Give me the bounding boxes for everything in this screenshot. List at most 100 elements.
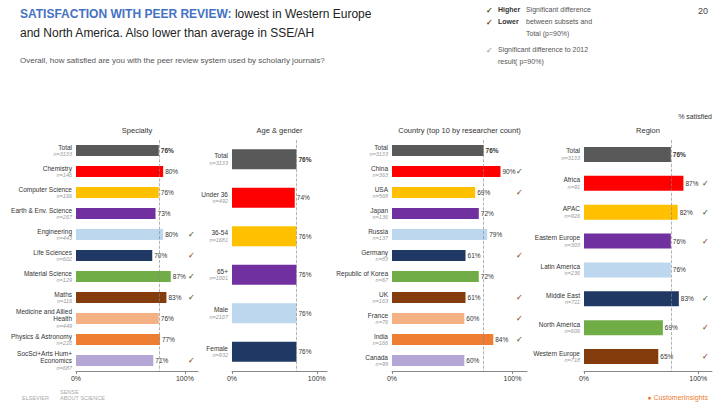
svg-text:n=363: n=363 <box>373 172 389 178</box>
svg-text:n=146: n=146 <box>57 172 73 178</box>
svg-text:✓: ✓ <box>516 314 523 323</box>
svg-text:76%: 76% <box>673 266 686 273</box>
svg-text:SATISFACTION WITH PEER REVIEW:: SATISFACTION WITH PEER REVIEW: <box>20 7 232 21</box>
svg-text:lowest in Western Europe: lowest in Western Europe <box>232 7 372 21</box>
svg-text:Female: Female <box>206 345 228 352</box>
svg-text:Canada: Canada <box>365 354 388 361</box>
svg-text:✓: ✓ <box>486 6 493 15</box>
svg-text:✓: ✓ <box>188 230 195 239</box>
svg-text:APAC: APAC <box>563 205 581 212</box>
svg-text:Lower: Lower <box>498 18 519 25</box>
svg-text:83%: 83% <box>681 295 694 302</box>
svg-text:83%: 83% <box>168 294 181 301</box>
svg-text:USA: USA <box>375 186 389 193</box>
svg-text:n=83: n=83 <box>376 256 389 262</box>
svg-text:n=492: n=492 <box>213 198 228 204</box>
svg-text:Economics: Economics <box>40 357 73 364</box>
svg-text:n=166: n=166 <box>373 340 389 346</box>
svg-text:n=91: n=91 <box>568 184 580 190</box>
svg-text:UK: UK <box>379 291 389 298</box>
svg-text:100%: 100% <box>308 375 326 382</box>
svg-text:North America: North America <box>539 321 581 328</box>
svg-text:0%: 0% <box>227 375 237 382</box>
svg-text:Health: Health <box>53 315 72 322</box>
svg-text:76%: 76% <box>486 147 499 154</box>
svg-text:60%: 60% <box>466 315 479 322</box>
svg-text:Total: Total <box>214 152 228 159</box>
svg-text:n=443: n=443 <box>57 235 73 241</box>
svg-text:76%: 76% <box>298 310 311 317</box>
svg-text:n=3133: n=3133 <box>53 151 72 157</box>
svg-text:n=163: n=163 <box>373 298 389 304</box>
svg-text:60%: 60% <box>466 357 479 364</box>
svg-text:Life Sciences: Life Sciences <box>33 249 72 256</box>
svg-text:✓: ✓ <box>702 323 709 332</box>
svg-text:✓: ✓ <box>702 179 709 188</box>
svg-text:Under 36: Under 36 <box>201 191 228 198</box>
svg-text:ELSEVIER: ELSEVIER <box>22 395 49 401</box>
svg-text:SocSci+Arts Hum+: SocSci+Arts Hum+ <box>17 350 72 357</box>
svg-text:n=606: n=606 <box>565 328 581 334</box>
svg-text:✓: ✓ <box>702 294 709 303</box>
svg-text:n=2107: n=2107 <box>209 314 228 320</box>
svg-text:100%: 100% <box>504 375 522 382</box>
svg-text:n=236: n=236 <box>565 270 581 276</box>
svg-text:Latin America: Latin America <box>541 263 581 270</box>
svg-text:✓: ✓ <box>188 356 195 365</box>
svg-text:76%: 76% <box>161 147 174 154</box>
svg-text:n=267: n=267 <box>57 214 73 220</box>
svg-text:82%: 82% <box>680 209 693 216</box>
svg-text:80%: 80% <box>165 231 178 238</box>
svg-text:0%: 0% <box>387 375 397 382</box>
svg-text:100%: 100% <box>176 375 194 382</box>
svg-text:✓: ✓ <box>516 188 523 197</box>
svg-text:n=3133: n=3133 <box>561 155 580 161</box>
svg-text:China: China <box>371 165 388 172</box>
svg-text:n=116: n=116 <box>57 298 73 304</box>
svg-text:0%: 0% <box>579 375 589 382</box>
svg-text:✓: ✓ <box>516 167 523 176</box>
svg-text:Male: Male <box>214 306 228 313</box>
svg-text:n=3133: n=3133 <box>209 160 228 166</box>
svg-text:36-54: 36-54 <box>211 229 228 236</box>
svg-text:76%: 76% <box>298 271 311 278</box>
svg-text:n=166: n=166 <box>57 193 73 199</box>
svg-text:Overall, how satisfied are you: Overall, how satisfied are you with the … <box>20 56 325 65</box>
svg-text:n=220: n=220 <box>57 340 73 346</box>
svg-text:76%: 76% <box>298 348 311 355</box>
svg-text:Earth & Env. Science: Earth & Env. Science <box>11 207 72 214</box>
svg-text:✓: ✓ <box>702 352 709 361</box>
svg-text:✓: ✓ <box>516 335 523 344</box>
svg-text:90%: 90% <box>502 168 515 175</box>
svg-text:result( p=90%): result( p=90%) <box>498 58 544 66</box>
svg-text:72%: 72% <box>481 273 494 280</box>
svg-text:n=303: n=303 <box>565 242 581 248</box>
svg-text:% satisfied: % satisfied <box>678 113 712 120</box>
svg-text:India: India <box>374 333 388 340</box>
svg-text:France: France <box>368 312 389 319</box>
svg-text:n=129: n=129 <box>57 277 72 283</box>
svg-text:n=932: n=932 <box>213 352 228 358</box>
svg-text:76%: 76% <box>161 189 174 196</box>
svg-text:n=568: n=568 <box>373 193 389 199</box>
svg-text:80%: 80% <box>165 168 178 175</box>
svg-text:ABOUT SCIENCE: ABOUT SCIENCE <box>60 395 105 401</box>
svg-text:84%: 84% <box>495 336 508 343</box>
svg-text:76%: 76% <box>298 156 311 163</box>
svg-text:✓: ✓ <box>486 46 493 55</box>
svg-text:✓: ✓ <box>188 251 195 260</box>
svg-text:Region: Region <box>636 126 660 135</box>
svg-text:Total (p=90%): Total (p=90%) <box>526 30 569 38</box>
svg-text:87%: 87% <box>173 273 186 280</box>
svg-text:76%: 76% <box>673 151 686 158</box>
svg-text:✓: ✓ <box>516 251 523 260</box>
svg-text:70%: 70% <box>154 252 167 259</box>
svg-text:✓: ✓ <box>702 237 709 246</box>
svg-text:n=711: n=711 <box>565 299 580 305</box>
svg-text:✓: ✓ <box>188 272 195 281</box>
svg-text:between subsets and: between subsets and <box>526 18 592 25</box>
svg-text:65+: 65+ <box>217 268 228 275</box>
svg-text:Russia: Russia <box>368 228 388 235</box>
svg-text:n=926: n=926 <box>565 213 581 219</box>
svg-text:72%: 72% <box>481 210 494 217</box>
